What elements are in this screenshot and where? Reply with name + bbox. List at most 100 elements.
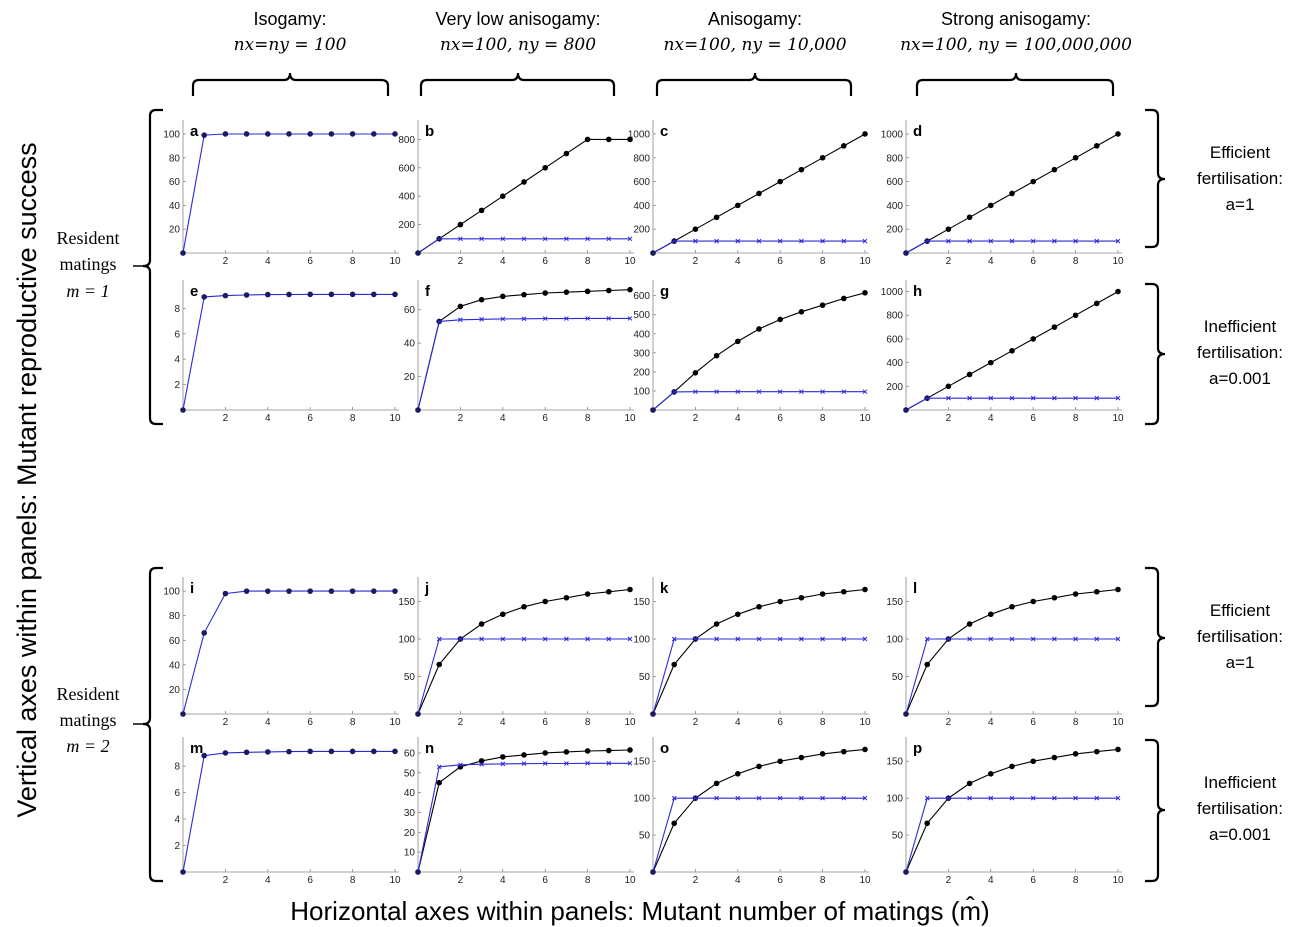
data-point [392,748,398,755]
data-point-mutant [436,236,442,242]
data-point-mutant [1030,795,1036,801]
y-tick-label: 100 [633,635,650,646]
data-point-resident [988,770,994,777]
x-tick-label: 4 [735,413,741,424]
x-tick-label: 4 [500,413,506,424]
x-tick-label: 8 [1073,256,1079,267]
data-point-mutant [415,250,421,256]
brace-right-1 [1145,108,1166,249]
data-point-mutant [777,389,783,395]
data-point-resident [500,193,506,199]
y-tick-label: 40 [404,788,416,799]
data-point-resident [798,594,805,601]
y-tick-label: 50 [404,768,416,779]
data-point-resident [862,746,868,753]
resident-series-line [417,138,630,254]
x-tick-label: 8 [350,717,356,728]
data-point-resident [563,289,570,295]
data-point [180,250,186,256]
y-tick-label: 600 [886,177,903,188]
data-point-mutant [1115,395,1121,401]
x-tick-label: 6 [1030,875,1036,886]
y-tick-label: 400 [633,201,650,212]
data-point-resident [988,202,994,209]
y-tick-label: 150 [886,597,903,608]
data-point-resident [862,586,868,593]
x-tick-label: 4 [988,413,994,424]
data-point-resident [1094,748,1100,755]
data-point-resident [1009,603,1015,610]
data-point-mutant [627,236,633,242]
data-point-mutant [924,395,930,401]
data-point-mutant [946,395,951,401]
data-point-mutant [820,636,825,642]
data-point-resident [606,287,612,294]
y-tick-label: 100 [886,794,903,805]
data-point-resident [457,221,464,228]
panel-l: 2 4 6 8 10 50 100 150 l [886,577,1124,728]
data-point-resident [862,131,868,137]
data-point-mutant [1052,795,1057,801]
data-point [201,132,207,138]
resident-series-line [652,292,866,411]
panel-f: 2 4 6 8 10 20 40 60 f [404,280,636,424]
fertilisation-line2: fertilisation: [1197,169,1283,188]
brace-column-1 [191,72,390,96]
data-point-mutant [841,636,847,642]
data-point [222,292,229,299]
y-tick-label: 2 [174,380,180,391]
data-point-mutant [1009,395,1015,401]
column-header-formula: nx=ny = 100 [234,35,347,55]
data-point-resident [862,289,868,296]
y-tick-label: 150 [633,597,650,608]
data-point-mutant [735,636,741,642]
data-point-resident [966,371,973,378]
panel-letter: a [190,123,199,140]
data-point-mutant [756,636,762,642]
panel-letter: o [660,740,669,757]
data-point-mutant [903,869,909,875]
mutant-series-line [417,762,630,873]
data-point-resident [777,316,783,323]
data-point [371,131,377,137]
data-point-resident [1072,591,1079,597]
data-point-resident [500,611,506,618]
panel-letter: l [913,580,917,597]
panel-d: 2 4 6 8 10 200 400 600 800 1000 d [881,120,1124,267]
mutant-series-line [417,238,630,254]
data-point-resident [735,202,741,209]
mutant-series-line [417,638,630,715]
data-point-resident [606,747,612,754]
data-point-mutant [1115,795,1121,801]
x-tick-label: 10 [859,875,871,886]
data-point-mutant [777,238,783,244]
data-point-mutant [671,238,677,244]
mutant-series-line [652,240,865,254]
data-point-mutant [714,795,719,801]
x-tick-label: 2 [946,256,952,267]
x-tick-label: 8 [820,875,826,886]
y-tick-label: 30 [404,808,416,819]
data-point-mutant [924,636,930,642]
data-point-mutant [924,238,930,244]
data-point-resident [945,383,952,390]
mutant-series-line [182,590,395,715]
x-tick-label: 4 [735,717,741,728]
x-tick-label: 2 [693,717,699,728]
y-tick-label: 150 [633,757,650,768]
brace-column-3 [655,72,853,96]
data-point-resident [1072,154,1079,161]
data-point-resident [756,190,762,197]
data-point-resident [542,750,548,756]
data-point-resident [735,611,741,618]
data-point-mutant [606,760,612,766]
y-tick-label: 8 [174,304,180,315]
panel-letter: e [190,283,198,300]
column-braces [191,72,1115,96]
x-tick-label: 2 [458,256,464,267]
data-point-mutant [841,389,847,395]
data-point-mutant [1030,636,1036,642]
resident-label-line2: matings [60,710,117,730]
y-tick-label: 4 [174,815,180,826]
x-tick-label: 4 [500,875,506,886]
